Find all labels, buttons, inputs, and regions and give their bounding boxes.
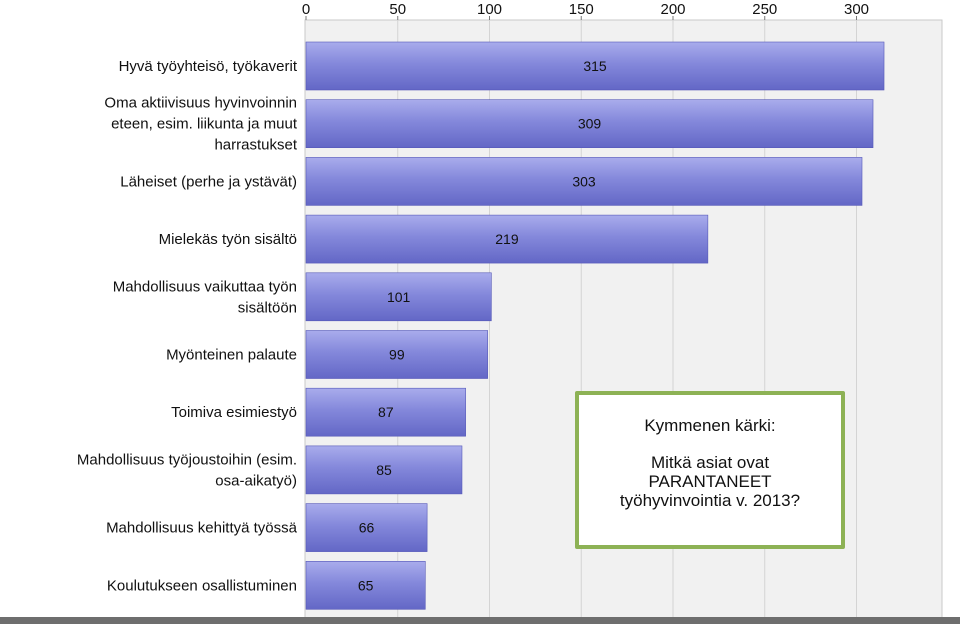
bar (305, 214, 709, 264)
x-tick-label: 50 (389, 1, 406, 18)
data-label: 309 (578, 116, 602, 132)
data-label: 303 (572, 173, 596, 189)
x-tick-label: 100 (477, 1, 502, 18)
category-label: Läheiset (perhe ja ystävät) (120, 173, 297, 190)
x-tick-label: 200 (660, 1, 685, 18)
category-label: Oma aktiivisuus hyvinvoinnin eteen, esim.… (104, 95, 297, 154)
x-tick-label: 0 (302, 1, 310, 18)
category-label-line: sisältöön (238, 299, 297, 316)
bar (305, 157, 863, 206)
data-label: 315 (583, 58, 607, 74)
category-label-line: harrastukset (214, 137, 297, 154)
category-label-line: Koulutukseen osallistuminen (107, 577, 297, 594)
bar (305, 560, 426, 610)
callout-line: PARANTANEET (648, 472, 772, 491)
category-label-line: Myönteinen palaute (166, 347, 297, 364)
category-label-line: Mahdollisuus työjoustoihin (esim. (77, 451, 297, 468)
category-label: Toimiva esimiestyö (171, 404, 297, 421)
category-label: Mahdollisuus kehittyä työssä (106, 520, 298, 537)
category-label: Mielekäs työn sisältö (159, 231, 297, 248)
data-label: 65 (358, 577, 374, 593)
bar (305, 272, 492, 322)
category-label-line: Mahdollisuus vaikuttaa työn (113, 278, 297, 295)
category-label: Mahdollisuus työjoustoihin (esim. osa-aik… (77, 451, 297, 489)
category-label-line: Läheiset (perhe ja ystävät) (120, 173, 297, 190)
callout-title: Kymmenen kärki: (644, 416, 776, 435)
x-tick-label: 300 (844, 1, 869, 18)
bar (305, 445, 463, 495)
data-label: 66 (359, 520, 375, 536)
bar (305, 99, 874, 148)
category-label: Myönteinen palaute (166, 347, 297, 364)
category-label: Koulutukseen osallistuminen (107, 577, 297, 594)
category-label-line: eteen, esim. liikunta ja muut (111, 116, 298, 133)
category-label-line: Mahdollisuus kehittyä työssä (106, 520, 298, 537)
bar (305, 330, 488, 379)
bottom-band (0, 617, 960, 624)
data-label: 99 (389, 347, 405, 363)
category-label-line: Hyvä työyhteisö, työkaverit (119, 58, 298, 75)
callout-box: Kymmenen kärki: Mitkä asiat ovat PARANTA… (575, 391, 845, 549)
data-label: 219 (495, 231, 519, 247)
callout-body: Mitkä asiat ovat PARANTANEET työhyvinvoi… (579, 453, 841, 510)
data-label: 101 (387, 289, 411, 305)
callout-line: työhyvinvointia v. 2013? (619, 491, 801, 510)
x-tick-label: 250 (752, 1, 777, 18)
category-label-line: Oma aktiivisuus hyvinvoinnin (104, 95, 297, 112)
bar (305, 387, 466, 437)
category-label: Mahdollisuus vaikuttaa työn sisältöön (113, 278, 297, 316)
category-label-line: osa-aikatyö) (215, 472, 297, 489)
category-label-line: Mielekäs työn sisältö (159, 231, 297, 248)
bar (305, 503, 428, 552)
data-label: 87 (378, 404, 394, 420)
x-tick-label: 150 (569, 1, 594, 18)
bar (305, 41, 885, 91)
data-label: 85 (376, 462, 392, 478)
callout-line: Mitkä asiat ovat (650, 453, 770, 472)
category-label-line: Toimiva esimiestyö (171, 404, 297, 421)
category-label: Hyvä työyhteisö, työkaverit (119, 58, 298, 75)
